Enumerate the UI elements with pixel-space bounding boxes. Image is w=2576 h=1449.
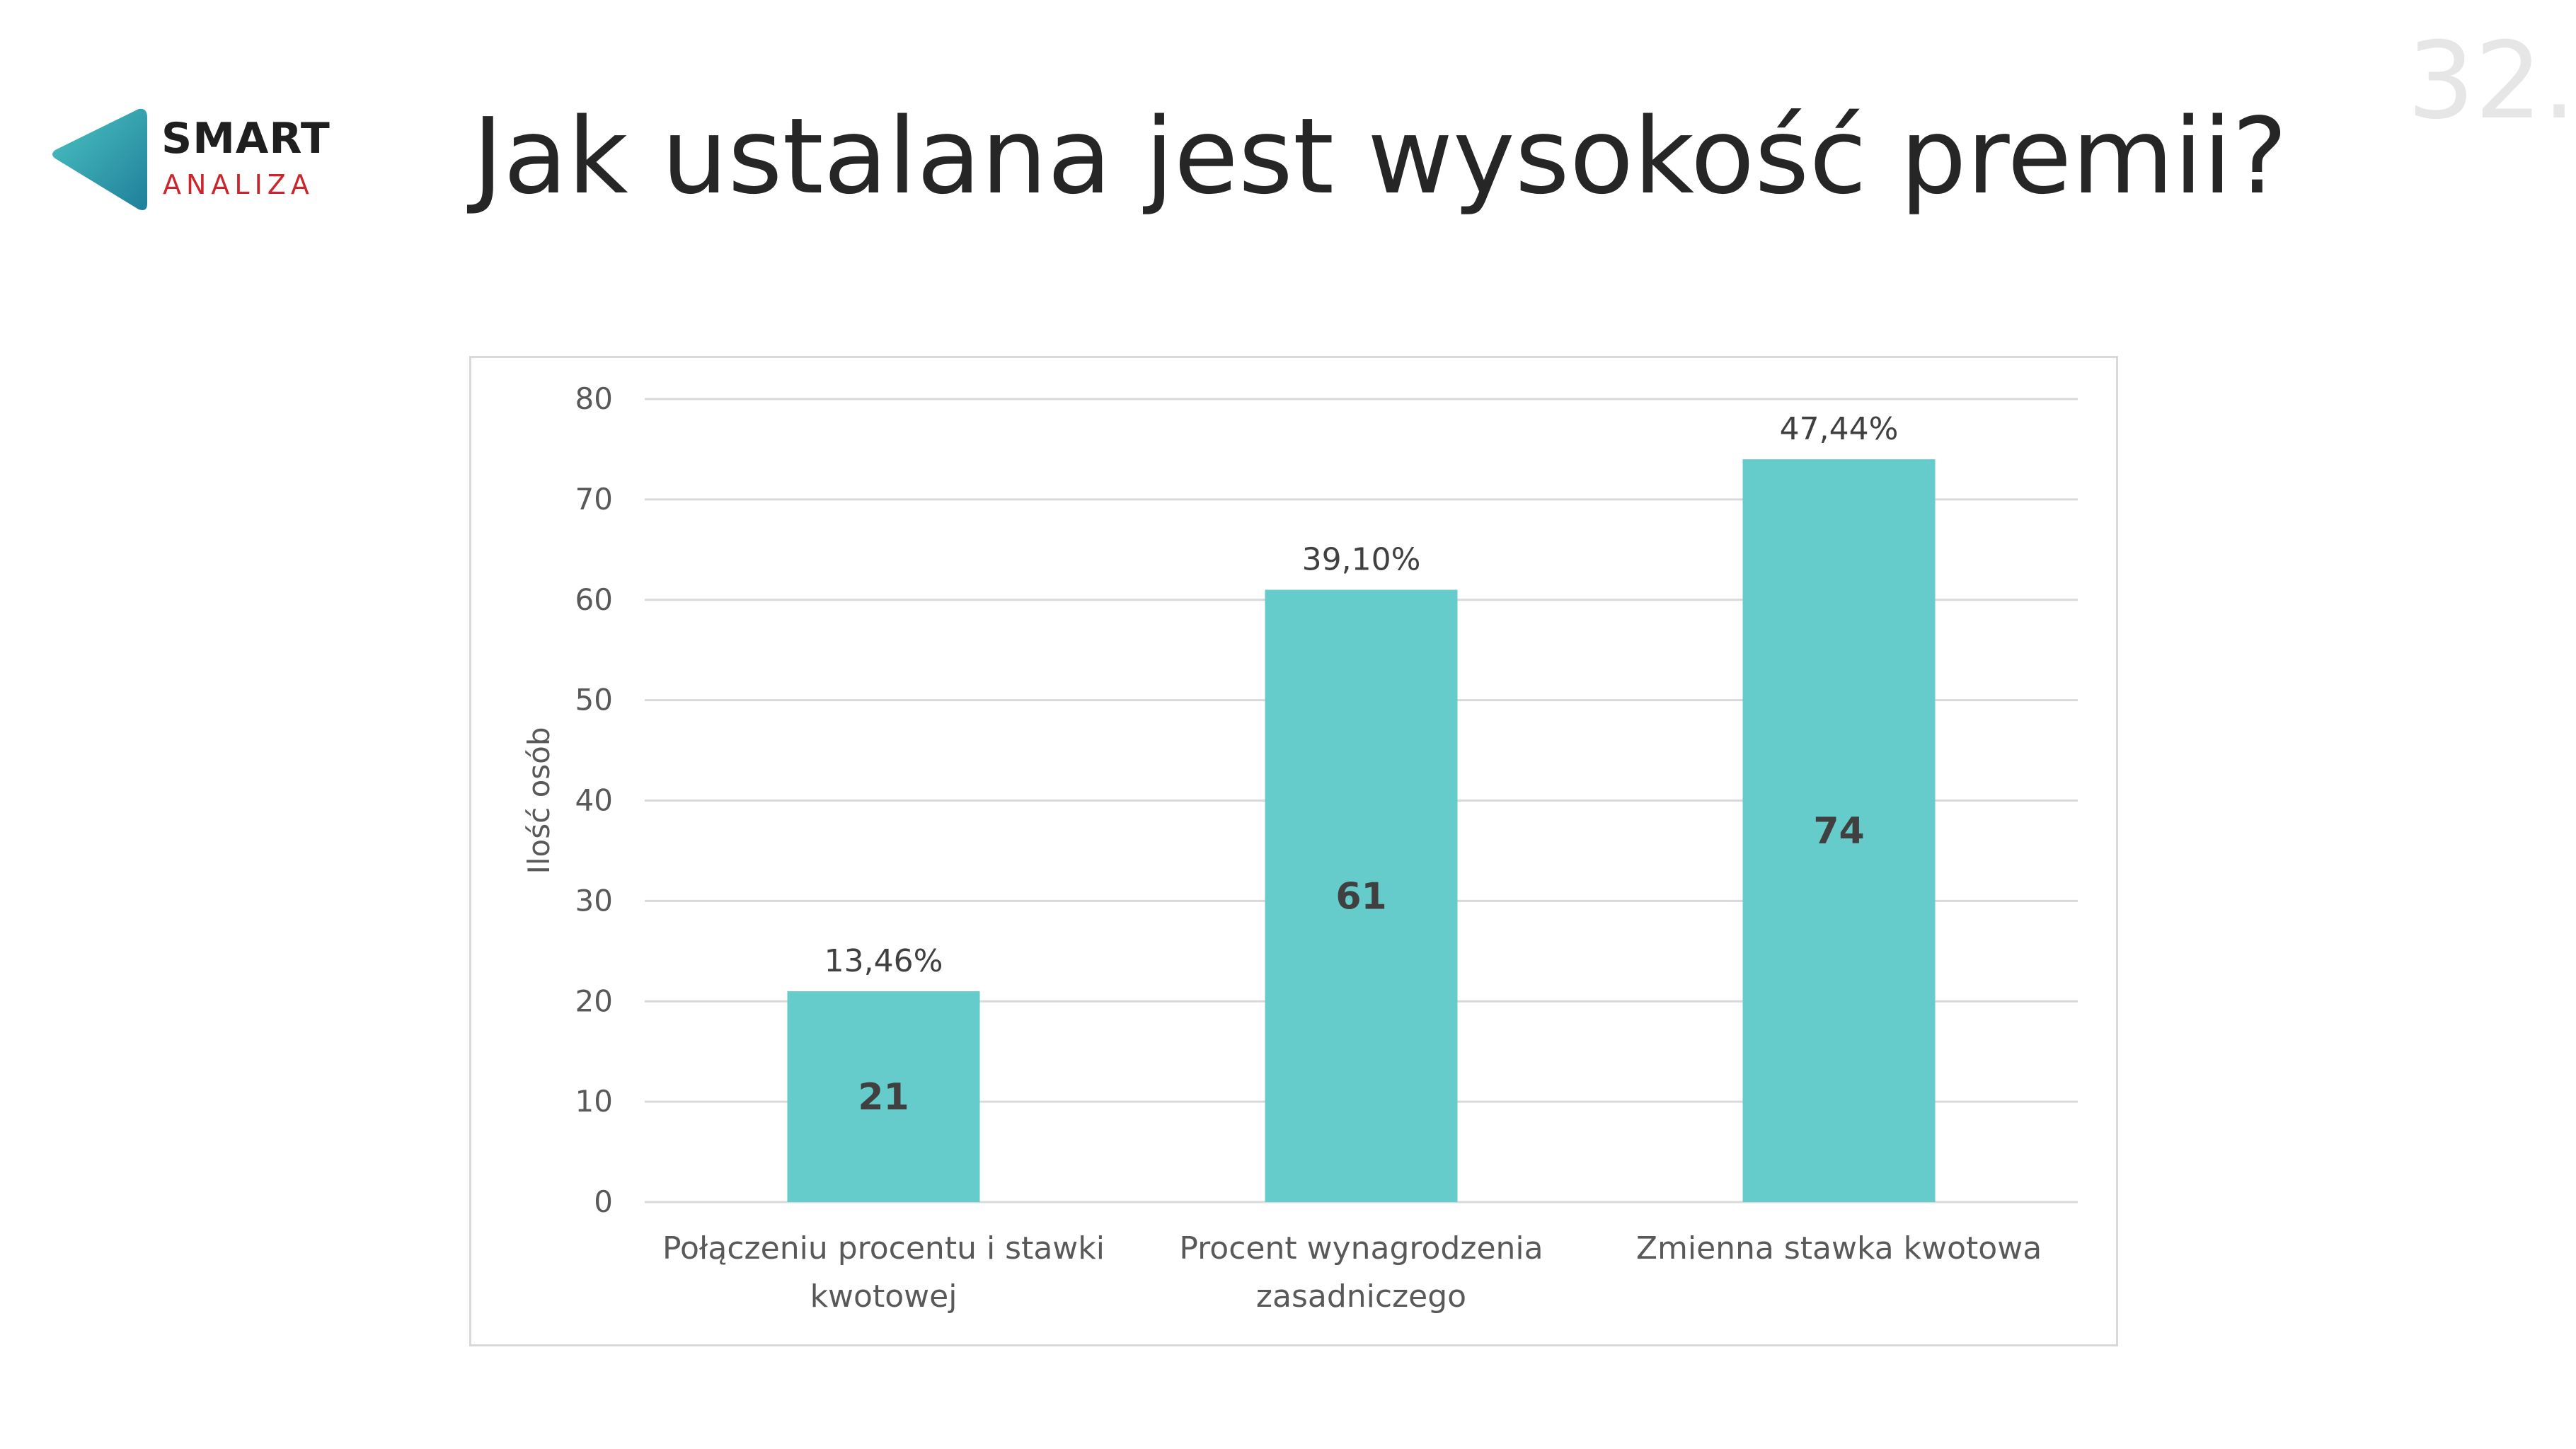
x-category-label: kwotowej	[810, 1278, 958, 1315]
bar	[1265, 589, 1458, 1202]
y-tick-label: 20	[575, 983, 613, 1018]
smart-analiza-logo: SMART ANALIZA	[48, 105, 345, 218]
logo-triangle-icon	[52, 108, 147, 210]
bar-percent-label: 47,44%	[1780, 411, 1899, 447]
y-tick-label: 60	[575, 582, 613, 617]
y-tick-label: 70	[575, 482, 613, 516]
bar-percent-label: 13,46%	[824, 943, 943, 979]
y-axis-title: Ilość osób	[522, 727, 556, 874]
x-category-label: zasadniczego	[1256, 1278, 1466, 1315]
bar-value-label: 21	[858, 1076, 909, 1119]
y-tick-label: 0	[594, 1184, 613, 1219]
x-category-label: Zmienna stawka kwotowa	[1636, 1230, 2042, 1266]
bar-value-label: 74	[1813, 810, 1864, 853]
slide-title: Jak ustalana jest wysokość premii?	[472, 96, 2288, 217]
x-category-label: Procent wynagrodzenia	[1179, 1230, 1543, 1266]
x-category-label: Połączeniu procentu i stawki	[662, 1230, 1105, 1266]
logo-text-analiza: ANALIZA	[163, 169, 314, 200]
y-tick-label: 10	[575, 1084, 613, 1119]
y-tick-label: 50	[575, 683, 613, 717]
bar-value-label: 61	[1335, 875, 1386, 918]
bar-chart: 0 10 20 30 40 50 60 70 80 Ilość osób 21 13,46% Połąc…	[522, 381, 2078, 1315]
chart-frame: 0 10 20 30 40 50 60 70 80 Ilość osób 21 13,46% Połąc…	[469, 356, 2118, 1346]
y-tick-label: 80	[575, 381, 613, 416]
y-tick-label: 30	[575, 883, 613, 918]
bar	[1742, 459, 1936, 1202]
logo-text-smart: SMART	[161, 114, 330, 163]
page-number: 32.	[2407, 20, 2576, 143]
bar	[787, 991, 980, 1202]
y-tick-label: 40	[575, 783, 613, 818]
bar-percent-label: 39,10%	[1302, 542, 1421, 578]
